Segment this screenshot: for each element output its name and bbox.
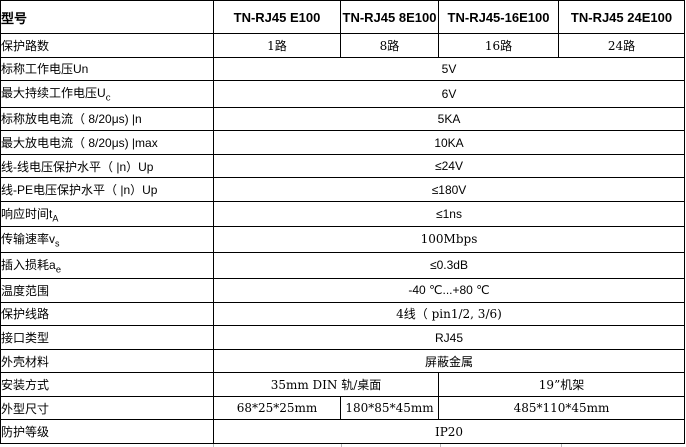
table-row: 线-PE电压保护水平（ |n）Up ≤180V (0, 177, 685, 202)
spec-cell: 19”机架 (438, 372, 685, 397)
spec-cell: 68*25*25mm (213, 395, 341, 421)
table-row: 标称工作电压Un 5V (0, 56, 685, 82)
table-row: 接口类型 RJ45 (0, 325, 685, 350)
header-model-2: TN-RJ45 8E100 (340, 0, 439, 34)
row-label-response-time: 响应时间tA (0, 200, 214, 228)
table-row: 安装方式 35mm DIN 轨/桌面 19”机架 (0, 372, 685, 397)
row-label-max-discharge: 最大放电电流（ 8/20μs) |max (0, 130, 214, 155)
row-label-text: 最大持续工作电压U (1, 86, 106, 101)
table-row: 插入损耗ae ≤0.3dB (0, 251, 685, 280)
row-label-subscript: s (55, 238, 60, 249)
spec-cell: 8路 (340, 33, 439, 58)
spec-cell: IP20 (213, 419, 685, 444)
spec-cell: 16路 (438, 33, 559, 58)
table-row: 线-线电压保护水平（ |n）Up ≤24V (0, 153, 685, 179)
table-row: 最大放电电流（ 8/20μs) |max 10KA (0, 130, 685, 155)
table-row: 保护路数 1路 8路 16路 24路 (0, 33, 685, 58)
spec-cell: 24路 (558, 33, 685, 58)
table-row: 外型尺寸 68*25*25mm 180*85*45mm 485*110*45mm (0, 395, 685, 421)
row-label-text: 插入损耗a (1, 257, 56, 272)
spec-cell: 5V (213, 56, 685, 82)
cutoff-grid-line (0, 444, 214, 447)
table-row: 温度范围 -40 ℃...+80 ℃ (0, 278, 685, 303)
row-label-line-pe-up: 线-PE电压保护水平（ |n）Up (0, 177, 214, 202)
spec-cell: 10KA (213, 130, 685, 155)
cutoff-grid-line (441, 444, 562, 447)
spec-cell: 485*110*45mm (438, 395, 685, 421)
table-row: 标称放电电流（ 8/20μs) |n 5KA (0, 106, 685, 132)
spec-cell: ≤24V (213, 153, 685, 179)
spec-cell: ≤180V (213, 177, 685, 202)
row-label-housing-material: 外壳材料 (0, 348, 214, 374)
row-label-interface-type: 接口类型 (0, 325, 214, 350)
row-label-subscript: A (52, 213, 59, 224)
row-label-subscript: c (105, 93, 111, 104)
row-label-text: 响应时间t (1, 206, 53, 221)
header-model-1: TN-RJ45 E100 (213, 0, 341, 34)
row-label-text: 传输速率v (1, 232, 56, 247)
spec-cell: 35mm DIN 轨/桌面 (213, 372, 439, 397)
spec-cell: 180*85*45mm (340, 395, 439, 421)
row-label-max-voltage: 最大持续工作电压Uc (0, 80, 214, 108)
spec-cell: 100Mbps (213, 226, 685, 253)
table-row: 防护等级 IP20 (0, 419, 685, 444)
table-row: 最大持续工作电压Uc 6V (0, 80, 685, 108)
row-label-nominal-voltage: 标称工作电压Un (0, 56, 214, 82)
table-row: 外壳材料 屏蔽金属 (0, 348, 685, 374)
row-label-channels: 保护路数 (0, 33, 214, 58)
row-label-mounting: 安装方式 (0, 372, 214, 397)
cutoff-grid-line (214, 444, 342, 447)
row-label-dimensions: 外型尺寸 (0, 395, 214, 421)
spec-cell: 屏蔽金属 (213, 348, 685, 374)
spec-cell: RJ45 (213, 325, 685, 350)
spec-cell: 4线（ pin1/2, 3/6) (213, 301, 685, 327)
header-model-4: TN-RJ45 24E100 (558, 0, 685, 34)
spec-cell: ≤1ns (213, 200, 685, 228)
table-row: 型号 TN-RJ45 E100 TN-RJ45 8E100 TN-RJ45-16… (0, 0, 685, 34)
spec-cell: 5KA (213, 106, 685, 132)
row-label-transmission-rate: 传输速率vs (0, 226, 214, 253)
cutoff-grid-line (342, 444, 441, 447)
spec-cell: ≤0.3dB (213, 251, 685, 280)
row-label-protected-lines: 保护线路 (0, 301, 214, 327)
row-label-subscript: e (55, 265, 62, 276)
table-row: 保护线路 4线（ pin1/2, 3/6) (0, 301, 685, 327)
spec-cell: 6V (213, 80, 685, 108)
spec-cell: 1路 (213, 33, 341, 58)
row-label-line-line-up: 线-线电压保护水平（ |n）Up (0, 153, 214, 179)
row-label-temperature-range: 温度范围 (0, 278, 214, 303)
cutoff-row-remnant (0, 444, 686, 447)
row-label-protection-rating: 防护等级 (0, 419, 214, 444)
table-row: 响应时间tA ≤1ns (0, 200, 685, 228)
row-label-insertion-loss: 插入损耗ae (0, 251, 214, 280)
header-model-3: TN-RJ45-16E100 (438, 0, 559, 34)
row-label-nominal-discharge: 标称放电电流（ 8/20μs) |n (0, 106, 214, 132)
spec-cell: -40 ℃...+80 ℃ (213, 278, 685, 303)
header-model-label: 型号 (0, 0, 214, 34)
table-row: 传输速率vs 100Mbps (0, 226, 685, 253)
